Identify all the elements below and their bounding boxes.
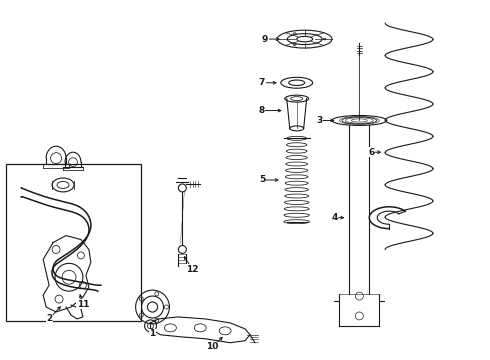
Text: 1: 1: [149, 329, 156, 338]
Text: 3: 3: [317, 116, 323, 125]
Text: 2: 2: [46, 314, 52, 323]
Text: 12: 12: [186, 265, 198, 274]
Text: 11: 11: [76, 300, 89, 309]
Text: 4: 4: [331, 213, 338, 222]
Text: 10: 10: [206, 342, 219, 351]
Text: 9: 9: [262, 35, 268, 44]
Text: 5: 5: [259, 175, 265, 184]
Text: 7: 7: [259, 78, 265, 87]
Text: 6: 6: [368, 148, 374, 157]
Text: 8: 8: [259, 106, 265, 115]
Bar: [6, 164, 141, 321]
